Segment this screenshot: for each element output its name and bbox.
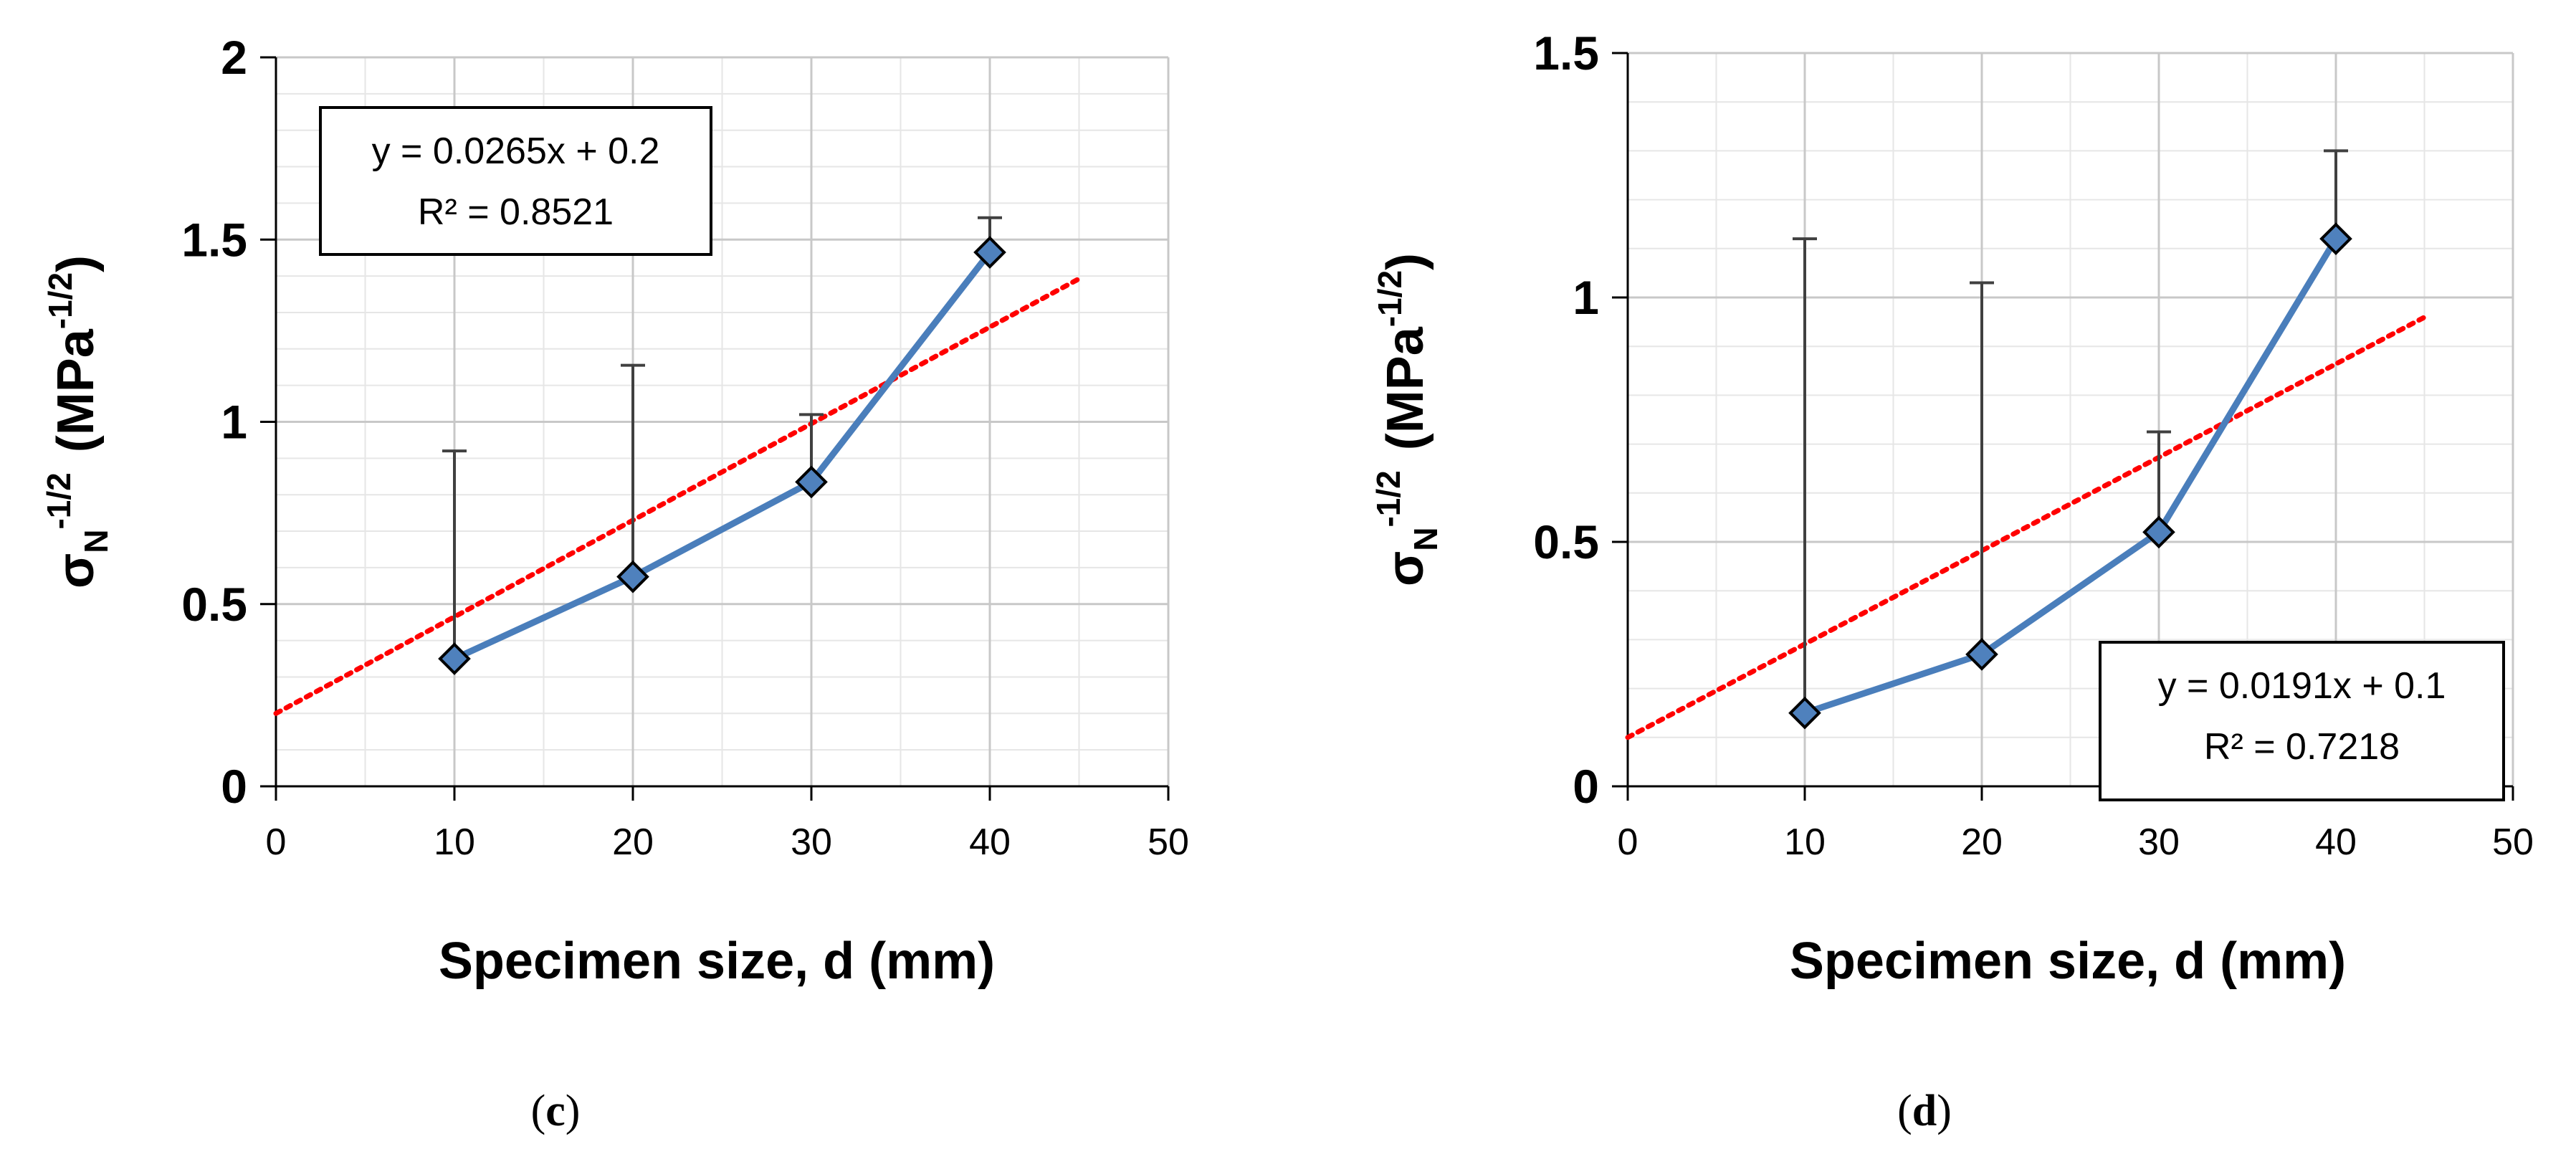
x-tick-label: 30 [791,821,832,863]
y-tick-label: 0.5 [1533,515,1599,568]
y-tick-label: 1.5 [181,213,247,266]
trendline [273,276,1082,716]
series-line [1803,237,2339,716]
trendline [1625,315,2427,740]
y-label-unit: (MPa [47,328,105,452]
y-label-unit: (MPa [1377,326,1434,450]
data-point [2142,515,2175,549]
x-tick-label: 50 [1148,821,1189,863]
y-label-unit-close: ) [1377,253,1434,270]
y-label-sigma: σ [47,553,105,588]
data-point [795,465,828,499]
r-squared-text: R² = 0.7218 [2204,726,2400,768]
y-tick-label: 2 [221,31,247,84]
y-label-superscript: -1/2 [1370,470,1407,527]
x-axis-label: Specimen size, d (mm) [439,933,995,990]
data-point [973,236,1006,269]
error-bars [1793,149,2348,713]
caption-open: ( [1897,1087,1912,1135]
x-tick-label: 40 [2315,821,2357,863]
r-squared-text: R² = 0.8521 [418,191,614,233]
data-point [1965,638,1998,671]
caption-letter: c [545,1087,566,1135]
panel-caption: (c) [531,1087,581,1135]
chart-panel-d: 0 0.5 1 1.5 0 10 20 30 40 50 Specimen size, d (mm)… [1370,27,2534,1135]
x-tick-label: 10 [1784,821,1826,863]
y-tick-label: 1 [221,396,247,449]
x-tick-label: 0 [266,821,287,863]
x-tick-label: 30 [2138,821,2180,863]
data-point [1788,696,1821,730]
caption-letter: d [1912,1087,1937,1135]
equation-text: y = 0.0265x + 0.2 [372,130,660,172]
x-axis-label: Specimen size, d (mm) [1790,933,2346,990]
y-axis-label: σN-1/2(MPa-1/2) [40,255,115,588]
y-label-subscript: N [1407,528,1444,551]
y-tick-label: 1.5 [1533,27,1599,80]
y-label-unit-close: ) [47,255,105,272]
y-tick-label: 1 [1573,271,1599,324]
caption-close: ) [566,1087,581,1135]
y-tick-label: 0 [1573,760,1599,813]
series-line [453,250,993,662]
x-tick-label: 10 [434,821,475,863]
y-tick-label: 0.5 [181,578,247,631]
panel-caption: (d) [1897,1087,1952,1135]
equation-text: y = 0.0191x + 0.1 [2158,665,2446,707]
y-label-unit-superscript: -1/2 [1371,270,1408,327]
equation-box [2099,641,2505,801]
x-tick-label: 20 [612,821,654,863]
y-label-subscript: N [77,530,115,553]
equation-box [319,106,712,256]
x-tick-label: 40 [969,821,1011,863]
caption-close: ) [1937,1087,1952,1135]
y-label-sigma: σ [1377,551,1434,586]
data-point [616,560,649,593]
x-tick-label: 20 [1961,821,2003,863]
caption-open: ( [531,1087,546,1135]
y-tick-label: 0 [221,760,247,813]
data-point [438,642,471,675]
x-tick-label: 0 [1618,821,1638,863]
y-label-superscript: -1/2 [40,472,77,529]
x-tick-label: 50 [2492,821,2534,863]
y-label-unit-superscript: -1/2 [42,272,79,329]
y-axis-label: σN-1/2(MPa-1/2) [1370,253,1444,586]
data-point [2319,222,2352,255]
